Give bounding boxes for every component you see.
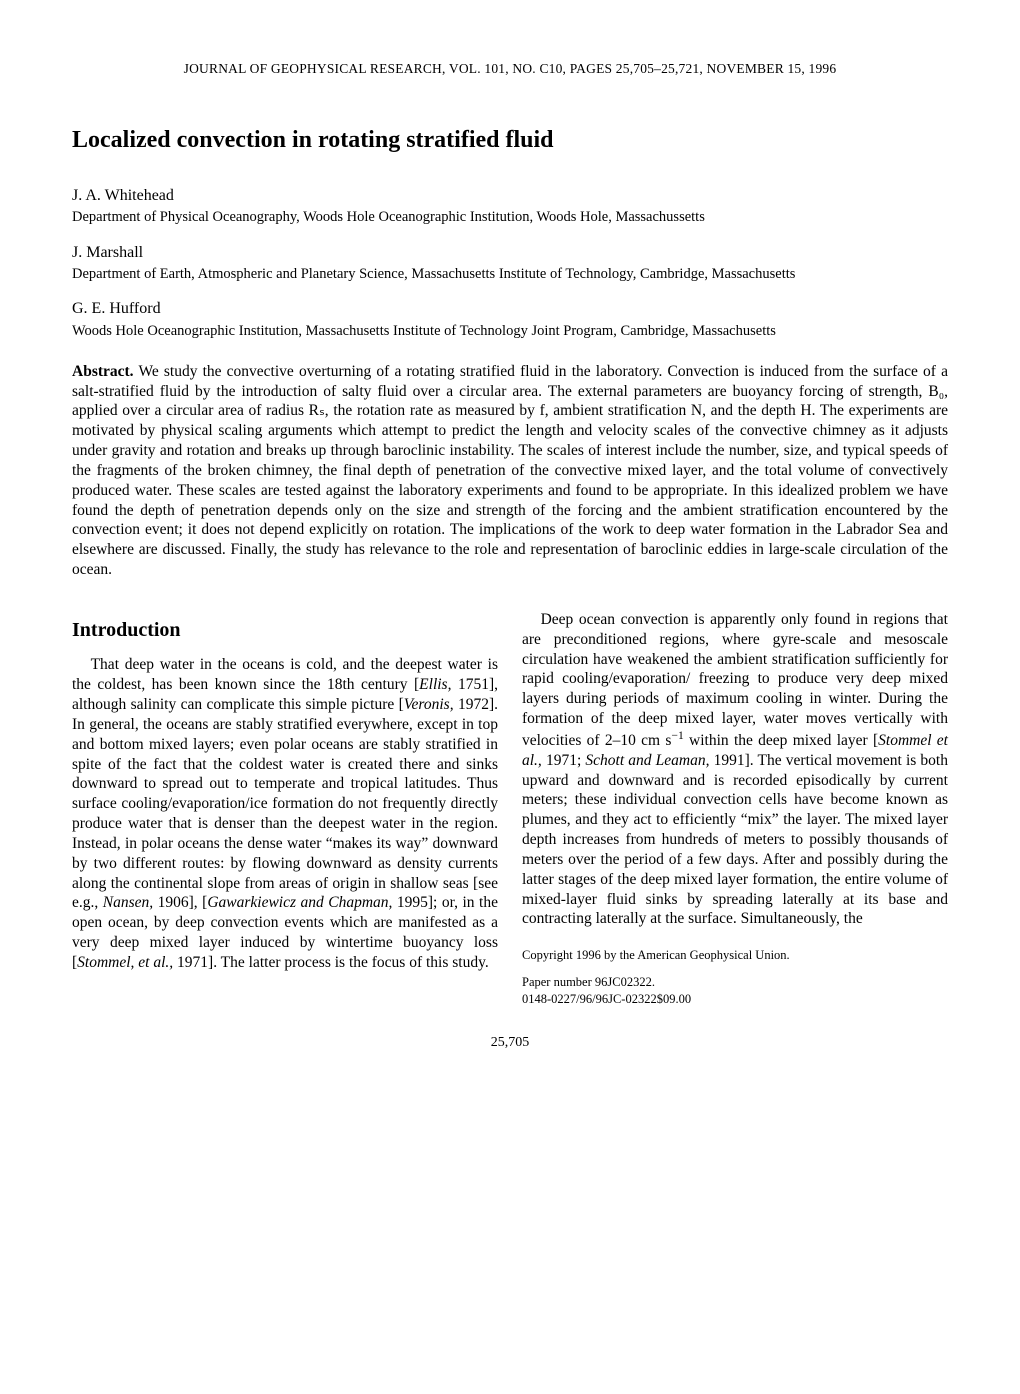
citation: Schott and Leaman, — [585, 752, 709, 769]
copyright-line: Copyright 1996 by the American Geophysic… — [522, 947, 948, 964]
text-run: within the deep mixed layer [ — [684, 732, 878, 749]
abstract-label: Abstract. — [72, 363, 134, 380]
text-run: 1972]. In general, the oceans are stably… — [72, 696, 498, 911]
body-paragraph: Deep ocean convection is apparently only… — [522, 610, 948, 929]
text-run: Deep ocean convection is apparently only… — [522, 611, 948, 749]
abstract: Abstract. We study the convective overtu… — [72, 362, 948, 580]
running-head: JOURNAL OF GEOPHYSICAL RESEARCH, VOL. 10… — [72, 60, 948, 77]
citation: Nansen, — [103, 894, 153, 911]
author-block: J. Marshall Department of Earth, Atmosph… — [72, 243, 948, 284]
citation: Stommel, et al., — [77, 954, 173, 971]
footer-block: Copyright 1996 by the American Geophysic… — [522, 947, 948, 1008]
citation: Veronis, — [404, 696, 454, 713]
author-block: J. A. Whitehead Department of Physical O… — [72, 186, 948, 227]
citation: Gawarkiewicz and Chapman, — [207, 894, 392, 911]
text-run: 1971]. The latter process is the focus o… — [173, 954, 489, 971]
page-number: 25,705 — [72, 1034, 948, 1052]
author-affiliation: Department of Earth, Atmospheric and Pla… — [72, 265, 948, 283]
author-name: J. A. Whitehead — [72, 186, 948, 206]
section-heading-introduction: Introduction — [72, 618, 498, 644]
text-run: 1971; — [542, 752, 586, 769]
article-title: Localized convection in rotating stratif… — [72, 125, 948, 156]
author-name: G. E. Hufford — [72, 299, 948, 319]
superscript: −1 — [671, 729, 683, 742]
paper-number: Paper number 96JC02322. — [522, 974, 948, 991]
author-affiliation: Department of Physical Oceanography, Woo… — [72, 208, 948, 226]
text-run: 1991]. The vertical movement is both upw… — [522, 752, 948, 928]
author-block: G. E. Hufford Woods Hole Oceanographic I… — [72, 299, 948, 340]
citation: Ellis, — [419, 676, 451, 693]
abstract-body: We study the convective overturning of a… — [72, 363, 948, 578]
issn-line: 0148-0227/96/96JC-02322$09.00 — [522, 991, 948, 1008]
body-columns: Introduction That deep water in the ocea… — [72, 610, 948, 1008]
author-affiliation: Woods Hole Oceanographic Institution, Ma… — [72, 322, 948, 340]
body-paragraph: That deep water in the oceans is cold, a… — [72, 655, 498, 972]
author-name: J. Marshall — [72, 243, 948, 263]
text-run: 1906], [ — [153, 894, 207, 911]
